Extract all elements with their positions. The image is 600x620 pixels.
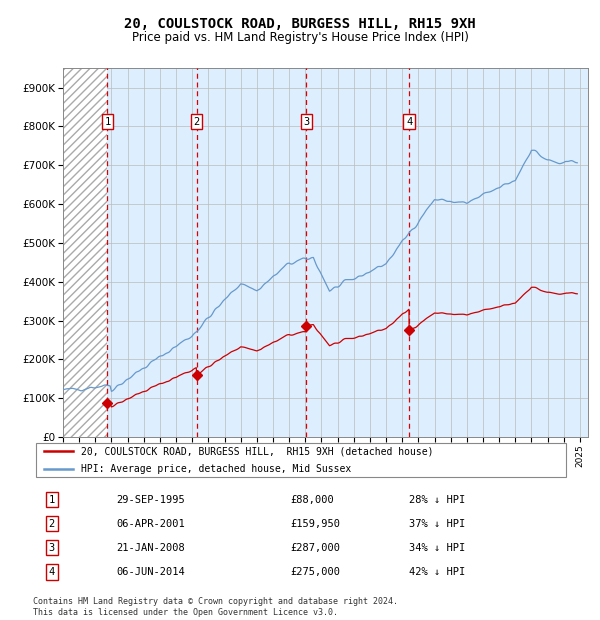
Text: 29-SEP-1995: 29-SEP-1995 <box>116 495 185 505</box>
Text: 4: 4 <box>406 117 412 126</box>
Text: 4: 4 <box>49 567 55 577</box>
Text: 42% ↓ HPI: 42% ↓ HPI <box>409 567 465 577</box>
Text: £159,950: £159,950 <box>291 519 341 529</box>
Bar <box>63 68 107 437</box>
Text: £287,000: £287,000 <box>291 543 341 553</box>
Text: 37% ↓ HPI: 37% ↓ HPI <box>409 519 465 529</box>
Text: 21-JAN-2008: 21-JAN-2008 <box>116 543 185 553</box>
Text: 28% ↓ HPI: 28% ↓ HPI <box>409 495 465 505</box>
Text: HPI: Average price, detached house, Mid Sussex: HPI: Average price, detached house, Mid … <box>82 464 352 474</box>
Text: 1: 1 <box>104 117 110 126</box>
Text: 20, COULSTOCK ROAD, BURGESS HILL, RH15 9XH: 20, COULSTOCK ROAD, BURGESS HILL, RH15 9… <box>124 17 476 32</box>
Text: Contains HM Land Registry data © Crown copyright and database right 2024.
This d: Contains HM Land Registry data © Crown c… <box>33 598 398 617</box>
Text: £275,000: £275,000 <box>291 567 341 577</box>
Text: £88,000: £88,000 <box>291 495 335 505</box>
FancyBboxPatch shape <box>35 443 566 477</box>
Text: Price paid vs. HM Land Registry's House Price Index (HPI): Price paid vs. HM Land Registry's House … <box>131 31 469 44</box>
Text: 2: 2 <box>193 117 200 126</box>
Text: 34% ↓ HPI: 34% ↓ HPI <box>409 543 465 553</box>
Text: 20, COULSTOCK ROAD, BURGESS HILL,  RH15 9XH (detached house): 20, COULSTOCK ROAD, BURGESS HILL, RH15 9… <box>82 446 434 456</box>
Text: 06-JUN-2014: 06-JUN-2014 <box>116 567 185 577</box>
Text: 3: 3 <box>49 543 55 553</box>
Text: 2: 2 <box>49 519 55 529</box>
Text: 06-APR-2001: 06-APR-2001 <box>116 519 185 529</box>
Text: 3: 3 <box>304 117 310 126</box>
Text: 1: 1 <box>49 495 55 505</box>
